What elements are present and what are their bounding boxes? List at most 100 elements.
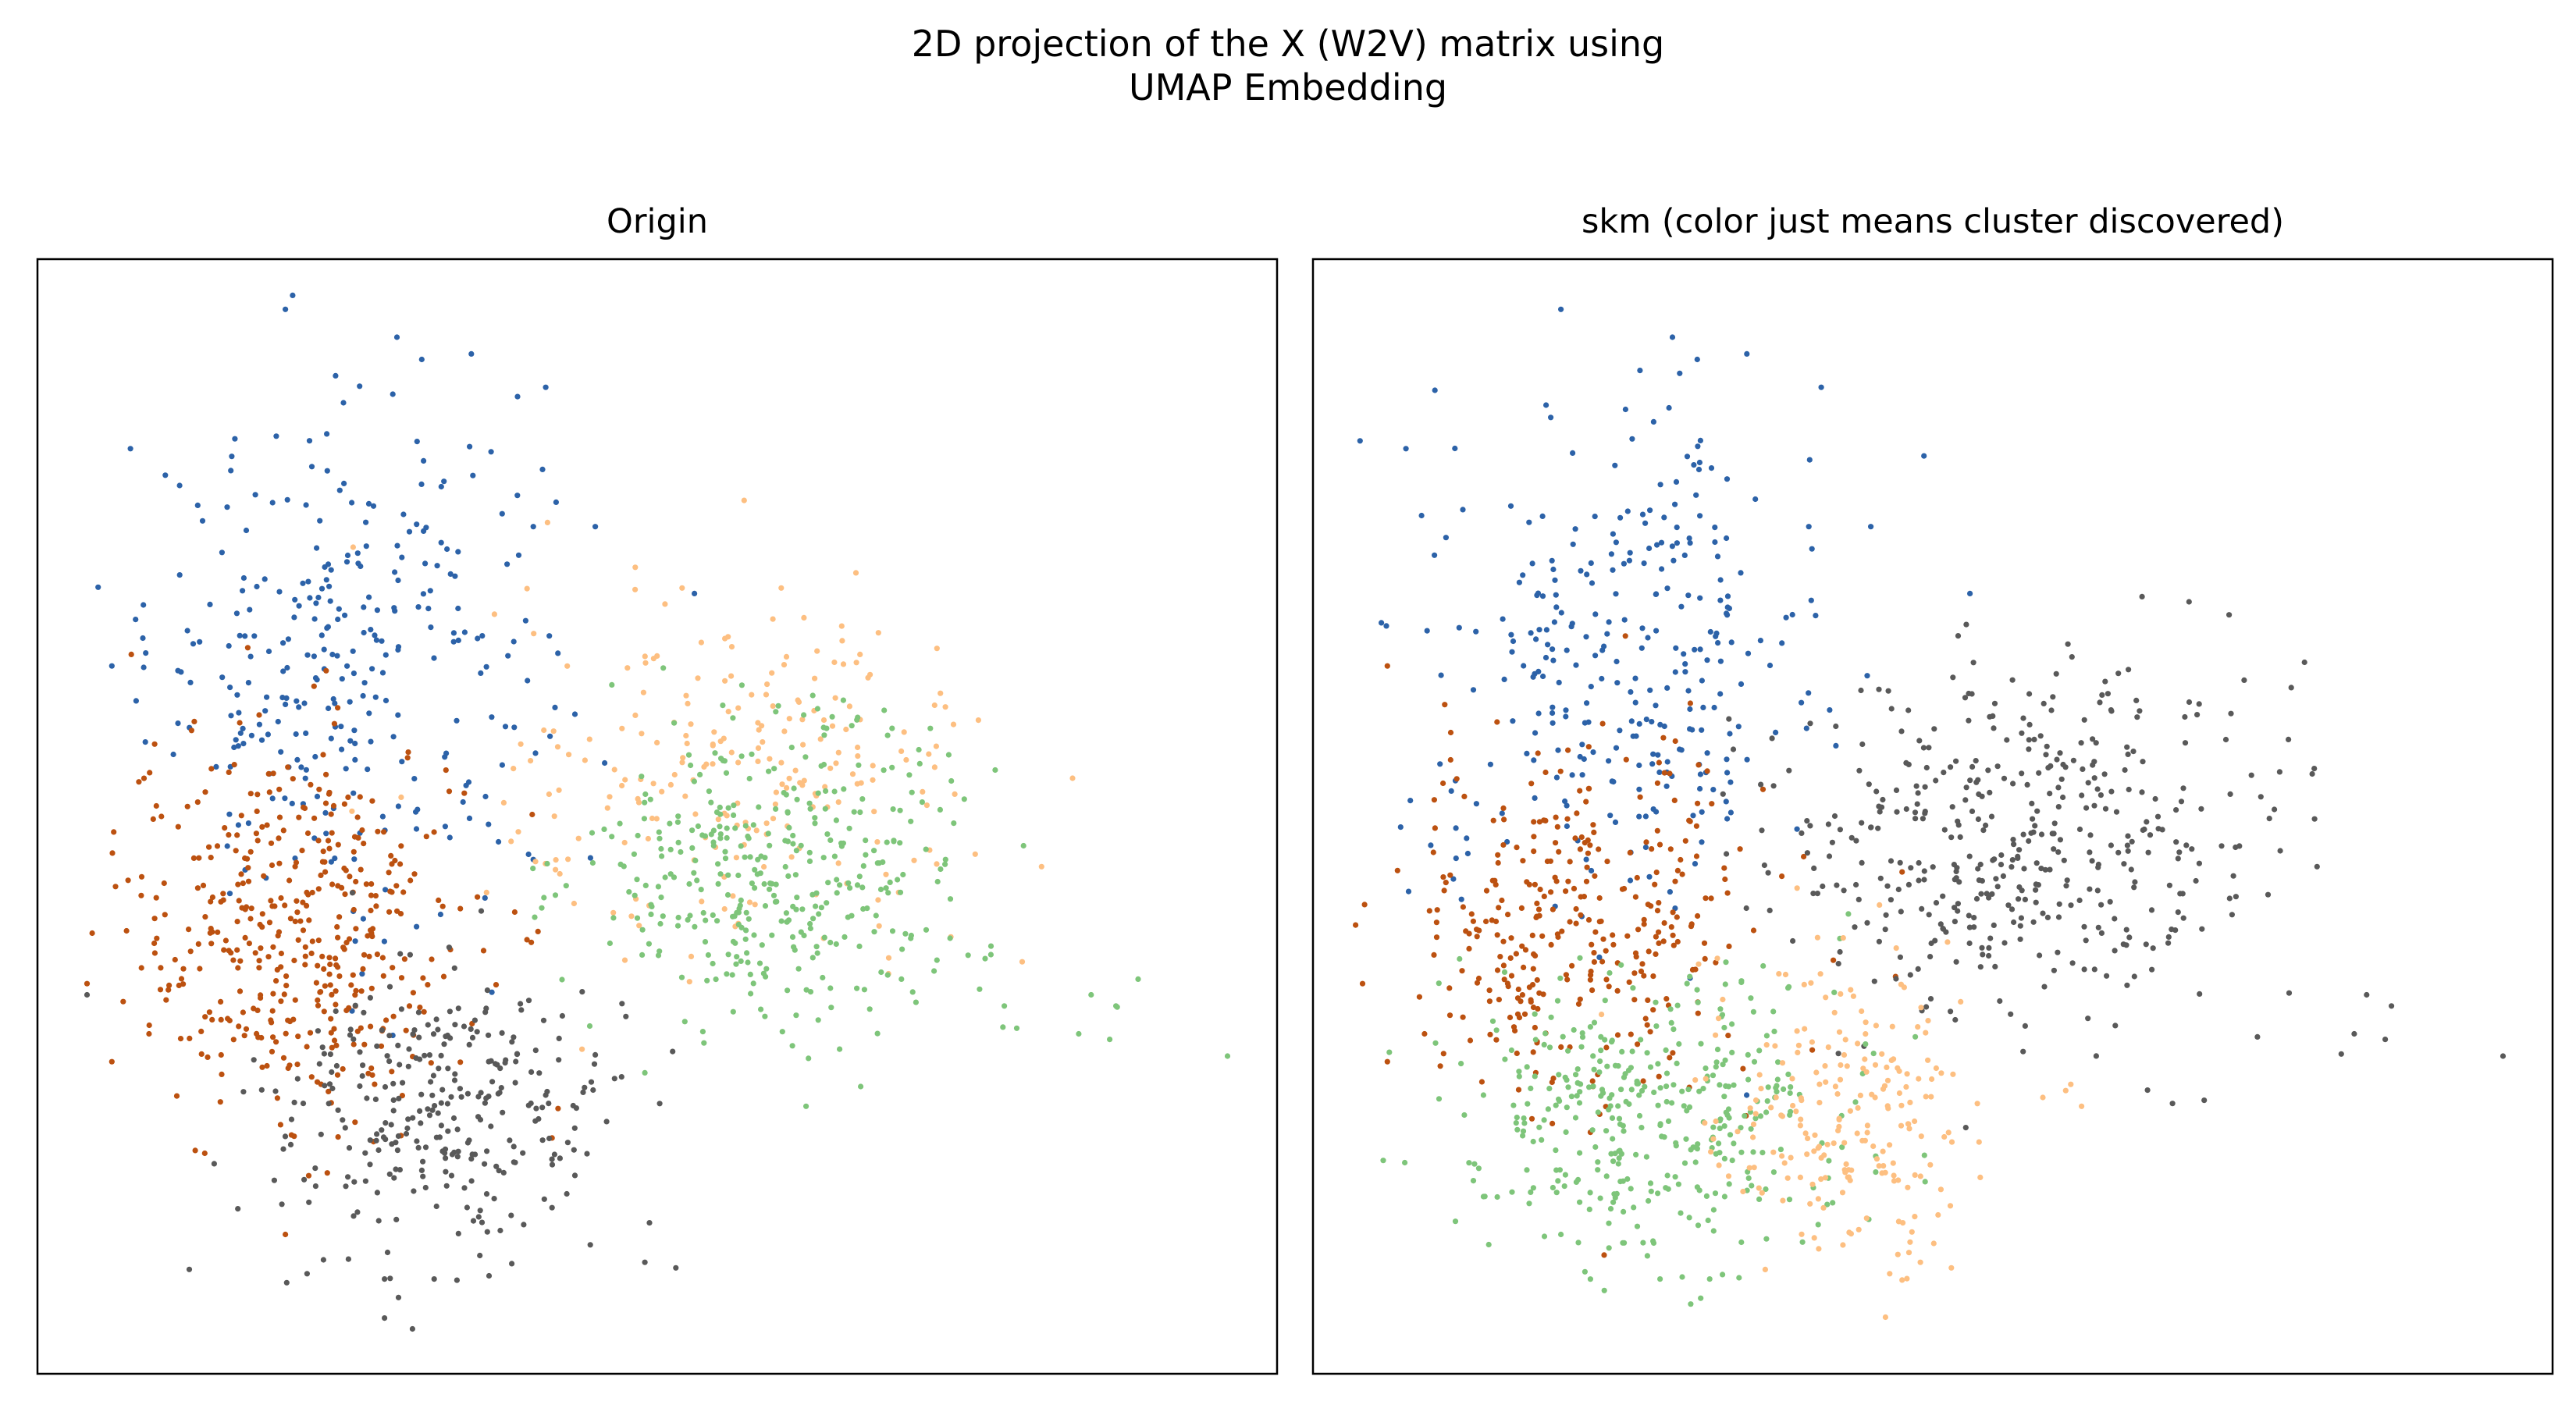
- scatter-point: [397, 861, 404, 867]
- scatter-point: [778, 585, 785, 591]
- scatter-point: [235, 1206, 241, 1212]
- scatter-point: [618, 1074, 624, 1080]
- scatter-point: [443, 1033, 449, 1040]
- scatter-point: [865, 674, 871, 681]
- scatter-point: [1914, 801, 1920, 807]
- scatter-point: [326, 955, 333, 961]
- scatter-point: [1609, 1092, 1615, 1098]
- scatter-point: [228, 468, 234, 474]
- scatter-point: [552, 892, 559, 898]
- scatter-point: [1563, 888, 1569, 895]
- scatter-point: [1670, 932, 1676, 938]
- scatter-point: [262, 708, 269, 714]
- scatter-point: [493, 1061, 499, 1067]
- scatter-point: [2034, 808, 2041, 814]
- scatter-point: [831, 788, 838, 795]
- scatter-point: [146, 1030, 152, 1037]
- scatter-point: [1787, 1112, 1793, 1118]
- scatter-point: [1750, 927, 1757, 934]
- scatter-point: [2139, 593, 2145, 600]
- scatter-point: [732, 940, 738, 946]
- scatter-point: [2026, 838, 2032, 845]
- scatter-point: [540, 1017, 547, 1023]
- scatter-point: [2033, 887, 2039, 893]
- scatter-point: [1744, 350, 1750, 357]
- scatter-point: [792, 872, 799, 878]
- scatter-point: [1838, 1062, 1844, 1069]
- scatter-point: [1920, 816, 1926, 822]
- scatter-point: [358, 988, 365, 994]
- scatter-point: [362, 1178, 368, 1184]
- scatter-point: [511, 638, 517, 645]
- scatter-point: [226, 642, 232, 649]
- scatter-point: [1432, 387, 1438, 393]
- scatter-point: [342, 1125, 348, 1131]
- scatter-point: [1916, 1076, 1922, 1082]
- scatter-point: [1773, 1094, 1779, 1101]
- scatter-point: [2016, 847, 2023, 853]
- scatter-point: [335, 841, 341, 848]
- scatter-point: [1871, 978, 1877, 984]
- scatter-point: [807, 925, 813, 932]
- scatter-point: [1955, 818, 1961, 824]
- scatter-point: [2047, 866, 2053, 873]
- scatter-point: [1775, 1059, 1781, 1065]
- scatter-point: [1634, 874, 1640, 881]
- scatter-point: [146, 1022, 152, 1029]
- scatter-point: [1866, 781, 1872, 788]
- scatter-point: [773, 709, 779, 715]
- scatter-point: [852, 570, 859, 576]
- scatter-point: [447, 834, 453, 841]
- scatter-point: [150, 816, 156, 822]
- scatter-point: [1485, 1241, 1492, 1248]
- scatter-point: [1464, 850, 1471, 857]
- scatter-point: [511, 1144, 517, 1150]
- scatter-point: [2083, 805, 2090, 811]
- scatter-point: [1717, 1082, 1723, 1088]
- scatter-point: [1539, 933, 1546, 939]
- scatter-point: [1899, 1277, 1905, 1283]
- scatter-point: [1746, 1165, 1752, 1171]
- scatter-point: [373, 637, 379, 643]
- scatter-point: [699, 898, 705, 905]
- scatter-point: [238, 813, 244, 819]
- scatter-point: [1524, 1167, 1530, 1173]
- scatter-point: [343, 1183, 349, 1190]
- scatter-point: [2018, 915, 2024, 921]
- scatter-point: [846, 825, 852, 831]
- scatter-point: [2026, 721, 2033, 728]
- scatter-point: [1745, 1175, 1752, 1181]
- scatter-point: [1848, 987, 1854, 993]
- scatter-point: [667, 846, 674, 852]
- scatter-point: [2024, 781, 2030, 788]
- scatter-point: [269, 1008, 276, 1014]
- scatter-point: [296, 704, 302, 710]
- scatter-point: [1773, 1085, 1779, 1091]
- scatter-point: [535, 928, 541, 934]
- scatter-point: [222, 937, 229, 944]
- scatter-point: [1615, 1103, 1621, 1109]
- scatter-point: [1832, 1083, 1838, 1090]
- scatter-point: [1548, 414, 1554, 421]
- scatter-point: [1891, 1172, 1897, 1179]
- scatter-point: [266, 919, 273, 926]
- scatter-point: [1769, 735, 1775, 742]
- scatter-point: [982, 955, 988, 962]
- scatter-point: [141, 602, 147, 608]
- scatter-point: [478, 1090, 484, 1096]
- scatter-point: [308, 950, 315, 956]
- scatter-point: [1643, 1154, 1649, 1160]
- scatter-point: [1550, 710, 1556, 717]
- scatter-point: [1935, 1211, 1941, 1218]
- scatter-point: [344, 552, 351, 559]
- scatter-point: [468, 1178, 475, 1184]
- scatter-point: [395, 803, 401, 809]
- scatter-point: [1636, 762, 1642, 769]
- scatter-point: [1758, 1086, 1764, 1092]
- scatter-point: [1686, 1104, 1693, 1110]
- scatter-point: [1528, 998, 1534, 1005]
- scatter-point: [294, 898, 300, 904]
- scatter-point: [1657, 1085, 1663, 1091]
- scatter-point: [455, 1005, 461, 1012]
- scatter-point: [420, 1158, 426, 1165]
